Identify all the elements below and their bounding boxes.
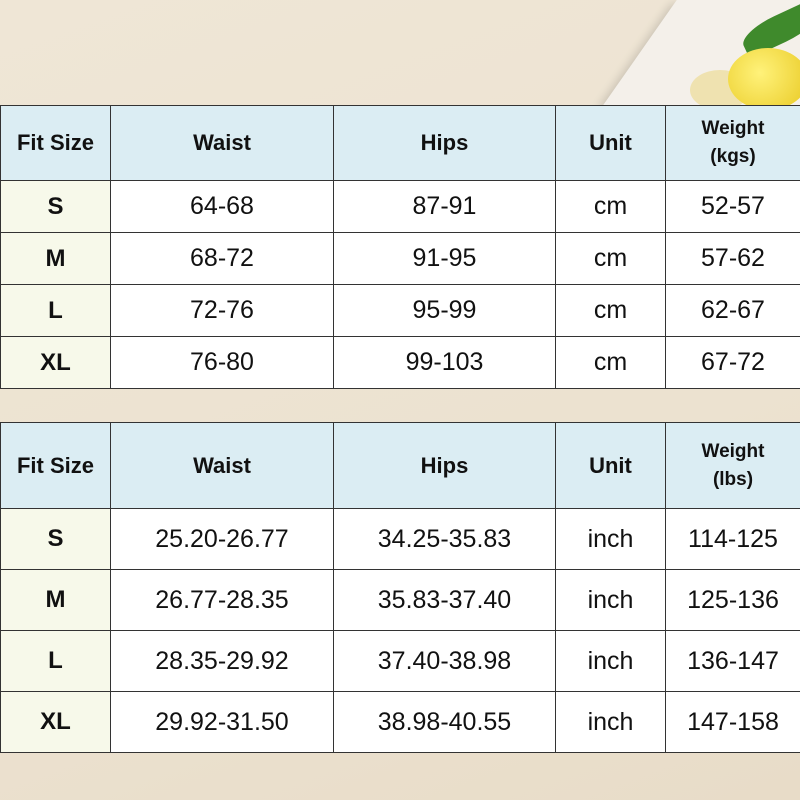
header-row: Fit Size Waist Hips Unit Weight (kgs)	[0, 105, 800, 181]
cell-hips: 37.40-38.98	[333, 630, 556, 692]
cell-hips: 91-95	[333, 232, 556, 285]
cell-size: XL	[0, 691, 111, 753]
cell-size: S	[0, 508, 111, 570]
header-hips: Hips	[333, 422, 556, 509]
cell-hips: 99-103	[333, 336, 556, 389]
cell-weight: 114-125	[665, 508, 800, 570]
cell-waist: 29.92-31.50	[110, 691, 334, 753]
cell-waist: 26.77-28.35	[110, 569, 334, 631]
cell-unit: inch	[555, 630, 666, 692]
cell-size: L	[0, 284, 111, 337]
cell-hips: 35.83-37.40	[333, 569, 556, 631]
size-chart-cm: Fit Size Waist Hips Unit Weight (kgs) S 64…	[0, 105, 800, 389]
cell-unit: cm	[555, 284, 666, 337]
cell-waist: 68-72	[110, 232, 334, 285]
cell-waist: 76-80	[110, 336, 334, 389]
header-unit: Unit	[555, 422, 666, 509]
cell-waist: 64-68	[110, 180, 334, 233]
cell-weight: 147-158	[665, 691, 800, 753]
cell-waist: 25.20-26.77	[110, 508, 334, 570]
cell-hips: 95-99	[333, 284, 556, 337]
table-row: L 28.35-29.92 37.40-38.98 inch 136-147	[0, 630, 800, 692]
table-row: L 72-76 95-99 cm 62-67	[0, 284, 800, 337]
cell-weight: 67-72	[665, 336, 800, 389]
weight-label: Weight	[701, 118, 765, 139]
table-row: M 68-72 91-95 cm 57-62	[0, 232, 800, 285]
table-row: M 26.77-28.35 35.83-37.40 inch 125-136	[0, 569, 800, 631]
cell-waist: 72-76	[110, 284, 334, 337]
cell-size: M	[0, 569, 111, 631]
cell-weight: 57-62	[665, 232, 800, 285]
table-row: S 64-68 87-91 cm 52-57	[0, 180, 800, 233]
header-hips: Hips	[333, 105, 556, 181]
cell-hips: 87-91	[333, 180, 556, 233]
table-row: XL 29.92-31.50 38.98-40.55 inch 147-158	[0, 691, 800, 753]
cell-unit: cm	[555, 232, 666, 285]
cell-waist: 28.35-29.92	[110, 630, 334, 692]
cell-unit: inch	[555, 508, 666, 570]
cell-unit: inch	[555, 691, 666, 753]
cell-size: L	[0, 630, 111, 692]
weight-unit: (kgs)	[710, 146, 756, 167]
cell-size: XL	[0, 336, 111, 389]
weight-unit: (lbs)	[712, 468, 754, 490]
cell-size: M	[0, 232, 111, 285]
cell-unit: inch	[555, 569, 666, 631]
header-waist: Waist	[110, 105, 334, 181]
header-weight: Weight (kgs)	[665, 105, 800, 181]
cell-weight: 62-67	[665, 284, 800, 337]
header-waist: Waist	[110, 422, 334, 509]
lemon-decoration	[728, 48, 800, 110]
cell-hips: 38.98-40.55	[333, 691, 556, 753]
cell-size: S	[0, 180, 111, 233]
header-row: Fit Size Waist Hips Unit Weight (lbs)	[0, 422, 800, 509]
header-weight: Weight (lbs)	[665, 422, 800, 509]
size-chart-inch: Fit Size Waist Hips Unit Weight (lbs) S 25…	[0, 422, 800, 753]
header-fit-size: Fit Size	[0, 105, 111, 181]
cell-weight: 125-136	[665, 569, 800, 631]
cell-unit: cm	[555, 336, 666, 389]
cell-hips: 34.25-35.83	[333, 508, 556, 570]
cell-weight: 136-147	[665, 630, 800, 692]
header-unit: Unit	[555, 105, 666, 181]
table-row: S 25.20-26.77 34.25-35.83 inch 114-125	[0, 508, 800, 570]
cell-unit: cm	[555, 180, 666, 233]
header-fit-size: Fit Size	[0, 422, 111, 509]
table-row: XL 76-80 99-103 cm 67-72	[0, 336, 800, 389]
cell-weight: 52-57	[665, 180, 800, 233]
weight-label: Weight	[701, 440, 765, 462]
